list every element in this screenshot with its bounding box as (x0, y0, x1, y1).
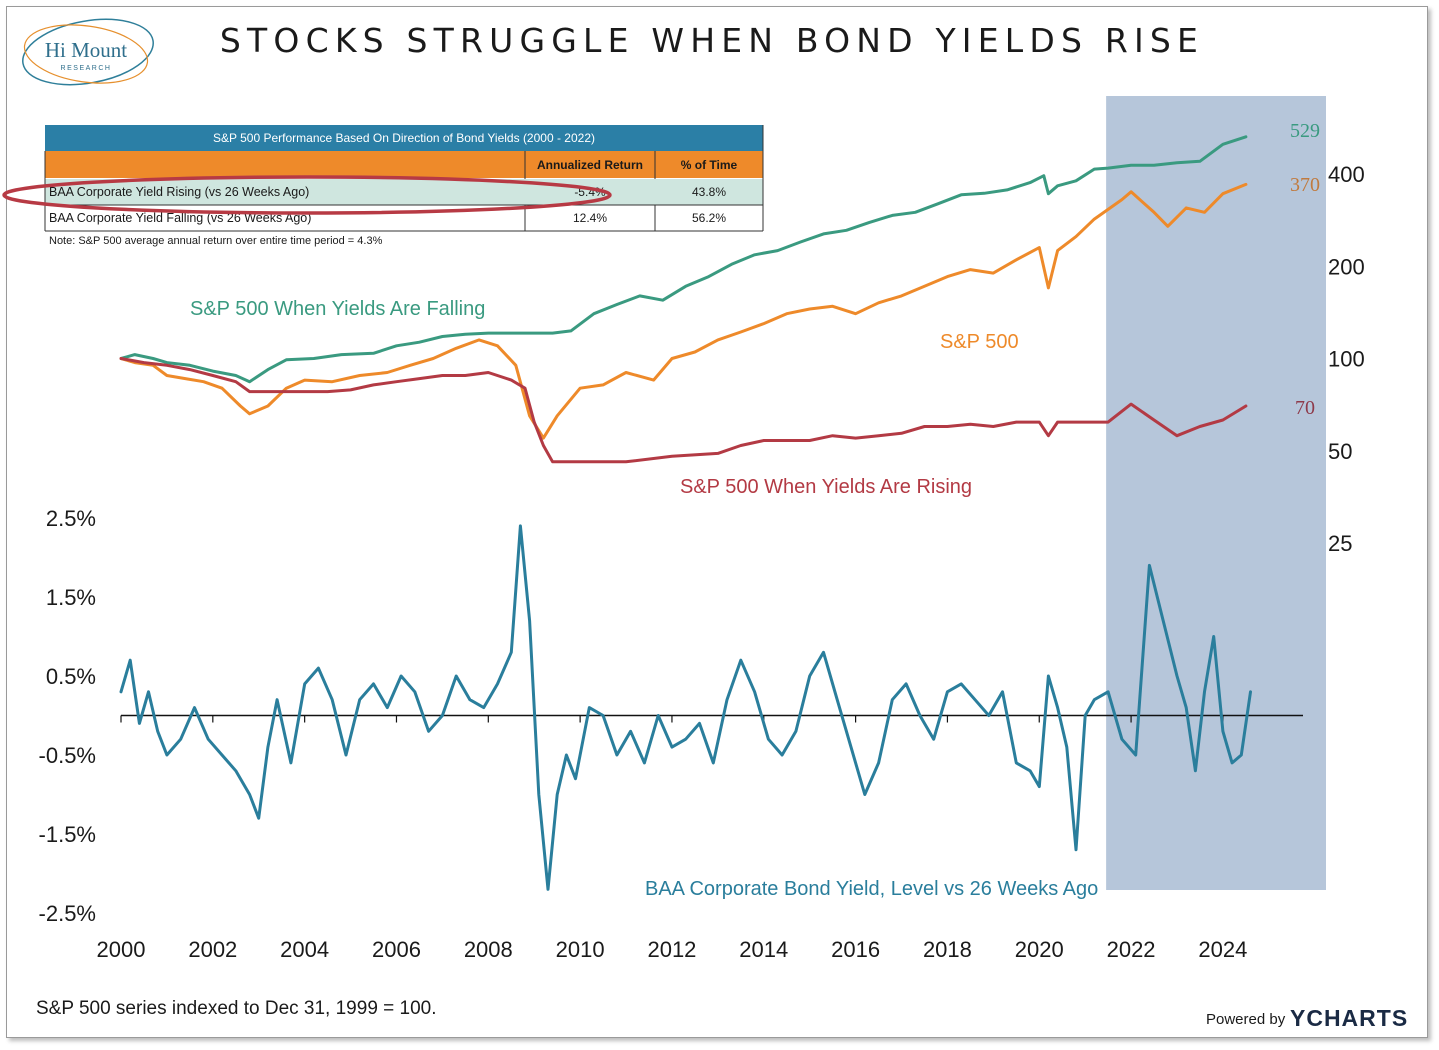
x-tick-label: 2010 (556, 937, 605, 962)
x-tick-label: 2024 (1198, 937, 1247, 962)
y-right-tick-label: 100 (1328, 347, 1365, 372)
x-tick-label: 2012 (647, 937, 696, 962)
footnote: S&P 500 series indexed to Dec 31, 1999 =… (36, 998, 437, 1019)
x-tick-label: 2020 (1015, 937, 1064, 962)
chart-title: STOCKS STRUGGLE WHEN BOND YIELDS RISE (220, 21, 1204, 60)
table-col-return: Annualized Return (537, 158, 643, 172)
series-line-sp500 (119, 182, 1248, 440)
axes-layer: 2000 2002 2004 2006 2008 2010 2012 2014 2016 2018… (39, 162, 1365, 962)
y-left-tick-label: 2.5% (46, 506, 96, 531)
ycharts-logo: YCHARTS (1290, 1005, 1408, 1031)
series-layer (119, 135, 1252, 891)
y-right-tick-label: 400 (1328, 162, 1365, 187)
x-tick-label: 2000 (97, 937, 146, 962)
x-tick-label: 2016 (831, 937, 880, 962)
table-row-highlight (45, 179, 763, 205)
table-note: Note: S&P 500 average annual return over… (49, 235, 383, 247)
series-line-falling (119, 135, 1248, 384)
shaded-period (1106, 96, 1326, 890)
y-right-tick-label: 25 (1328, 531, 1352, 556)
end-label-rising: 70 (1295, 397, 1315, 419)
logo-name: Hi Mount (45, 38, 127, 62)
label-baa: BAA Corporate Bond Yield, Level vs 26 We… (645, 878, 1098, 900)
logo-sub: RESEARCH (61, 65, 112, 72)
x-tick-label: 2022 (1107, 937, 1156, 962)
y-right-tick-label: 50 (1328, 439, 1352, 464)
powered-by: Powered by (1206, 1011, 1286, 1028)
y-left-tick-label: 0.5% (46, 664, 96, 689)
x-tick-label: 2008 (464, 937, 513, 962)
x-tick-label: 2014 (739, 937, 788, 962)
table-column-bar (45, 151, 763, 178)
table-row-2-time: 56.2% (692, 211, 726, 225)
y-left-tick-label: -2.5% (39, 901, 96, 926)
y-right-tick-label: 200 (1328, 254, 1365, 279)
logo: Hi Mount RESEARCH (22, 18, 154, 86)
y-left-tick-label: -0.5% (39, 743, 96, 768)
end-label-falling: 529 (1290, 120, 1320, 142)
x-tick-label: 2004 (280, 937, 329, 962)
label-falling: S&P 500 When Yields Are Falling (190, 298, 485, 320)
end-label-sp500: 370 (1290, 174, 1320, 196)
y-left-tick-label: -1.5% (39, 822, 96, 847)
table-header-bar (45, 125, 763, 151)
x-tick-label: 2018 (923, 937, 972, 962)
table-row-1-time: 43.8% (692, 185, 726, 199)
table-col-time: % of Time (681, 158, 738, 172)
table-row-2-return: 12.4% (573, 211, 607, 225)
label-sp500: S&P 500 (940, 331, 1019, 353)
x-tick-label: 2006 (372, 937, 421, 962)
highlight-ellipse (2, 175, 612, 215)
x-tick-label: 2002 (188, 937, 237, 962)
table-header: S&P 500 Performance Based On Direction o… (213, 131, 595, 145)
performance-table: S&P 500 Performance Based On Direction o… (2, 125, 764, 247)
ycharts-branding: Powered by YCHARTS (1206, 1005, 1408, 1031)
series-line-rising (119, 357, 1248, 464)
y-left-tick-label: 1.5% (46, 585, 96, 610)
series-line-baa (119, 524, 1252, 891)
table-row-2-label: BAA Corporate Yield Falling (vs 26 Weeks… (49, 211, 311, 225)
label-rising: S&P 500 When Yields Are Rising (680, 476, 972, 498)
table-row-1-label: BAA Corporate Yield Rising (vs 26 Weeks … (49, 185, 309, 199)
